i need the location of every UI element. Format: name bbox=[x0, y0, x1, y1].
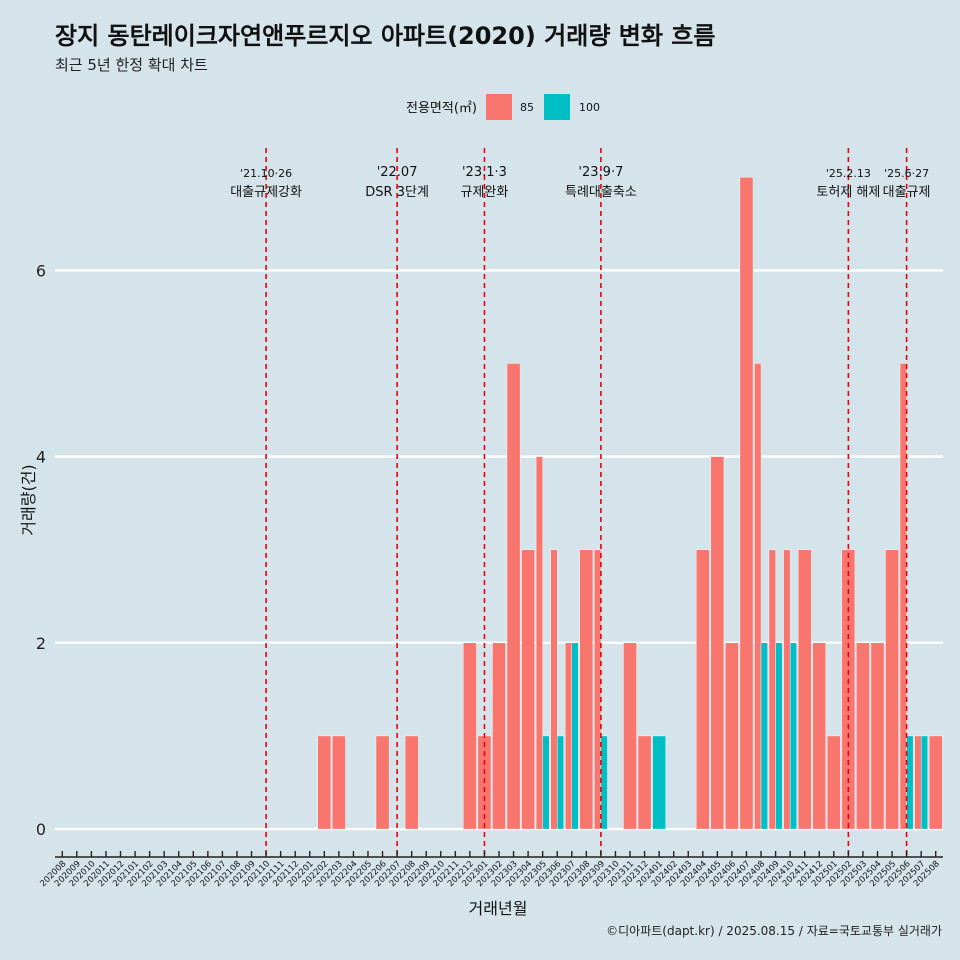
event-date-label: '21.10·26 bbox=[240, 167, 292, 180]
bar-85-202208 bbox=[404, 735, 419, 830]
event-text-label: DSR 3단계 bbox=[365, 185, 429, 200]
bar-85-202212 bbox=[463, 642, 477, 830]
bar-100-202401 bbox=[652, 735, 666, 830]
event-date-label: '22.07 bbox=[377, 165, 418, 180]
bar-100-202408 bbox=[760, 642, 768, 830]
y-tick-label: 0 bbox=[36, 820, 46, 839]
chart-subtitle: 최근 5년 한정 확대 차트 bbox=[55, 56, 208, 74]
bar-85-202507 bbox=[914, 735, 922, 830]
y-axis: 0 2 4 6 bbox=[36, 261, 46, 839]
y-tick-label: 4 bbox=[36, 448, 46, 467]
legend-label-85: 85 bbox=[520, 101, 534, 114]
bar-85-202508 bbox=[928, 735, 943, 830]
bar-85-202309 bbox=[594, 549, 602, 830]
bar-85-202505 bbox=[885, 549, 899, 830]
y-tick-label: 2 bbox=[36, 634, 46, 653]
event-lines: '21.10·26 대출규제강화 '22.07 DSR 3단계 '23.1·3 규제완화 '… bbox=[230, 148, 931, 857]
bar-100-202410 bbox=[789, 642, 797, 830]
bar-85-202307 bbox=[565, 642, 572, 830]
bars bbox=[317, 177, 943, 830]
bar-100-202306 bbox=[557, 735, 564, 830]
legend-title: 전용면적(㎡) bbox=[406, 101, 477, 116]
legend: 전용면적(㎡) 85 100 bbox=[406, 94, 600, 120]
event-date-label: '23.9·7 bbox=[578, 165, 623, 180]
bar-100-202506 bbox=[906, 735, 914, 830]
bar-85-202412 bbox=[812, 642, 827, 830]
bar-85-202311 bbox=[623, 642, 637, 830]
bar-100-202309 bbox=[600, 735, 608, 830]
bar-85-202202 bbox=[317, 735, 332, 830]
bar-85-202410 bbox=[783, 549, 791, 830]
bar-85-202504 bbox=[870, 642, 885, 830]
bar-100-202307 bbox=[571, 642, 579, 830]
y-tick-label: 6 bbox=[36, 261, 46, 280]
x-axis: 2020082020092020102020112020122021012021… bbox=[38, 851, 943, 889]
x-axis-label: 거래년월 bbox=[469, 899, 528, 918]
bar-85-202305 bbox=[535, 456, 543, 830]
event-text-label: 대출규제 bbox=[883, 185, 931, 200]
event-text-label: 특례대출축소 bbox=[565, 185, 637, 200]
bar-85-202406 bbox=[725, 642, 739, 830]
chart-title: 장지 동탄레이크자연앤푸르지오 아파트(2020) 거래량 변화 흐름 bbox=[55, 22, 716, 50]
bar-100-202409 bbox=[775, 642, 783, 830]
bar-85-202404 bbox=[696, 549, 710, 830]
bar-85-202407 bbox=[739, 177, 754, 830]
y-axis-label: 거래량(건) bbox=[19, 464, 38, 535]
bar-85-202308 bbox=[579, 549, 594, 830]
bar-85-202304 bbox=[521, 549, 535, 830]
event-date-label: '25.6·27 bbox=[884, 167, 929, 180]
bar-85-202408 bbox=[754, 363, 762, 830]
bar-85-202506 bbox=[899, 363, 907, 830]
bar-85-202303 bbox=[506, 363, 521, 830]
bar-85-202312 bbox=[637, 735, 652, 830]
bar-85-202409 bbox=[768, 549, 776, 830]
bar-85-202411 bbox=[797, 549, 812, 830]
bar-85-202501 bbox=[827, 735, 841, 830]
event-text-label: 규제완화 bbox=[461, 185, 509, 200]
bar-85-202206 bbox=[375, 735, 390, 830]
bar-85-202306 bbox=[550, 549, 558, 830]
bar-85-202405 bbox=[710, 456, 725, 830]
event-date-label: '23.1·3 bbox=[462, 165, 507, 180]
legend-swatch-85 bbox=[486, 94, 512, 120]
bar-85-202503 bbox=[856, 642, 870, 830]
legend-label-100: 100 bbox=[579, 101, 600, 114]
bar-85-202203 bbox=[332, 735, 346, 830]
bar-100-202507 bbox=[920, 735, 928, 830]
event-date-label: '25.2.13 bbox=[826, 167, 871, 180]
bar-85-202302 bbox=[492, 642, 506, 830]
legend-swatch-100 bbox=[544, 94, 570, 120]
source-caption: ©디아파트(dapt.kr) / 2025.08.15 / 자료=국토교통부 실… bbox=[606, 924, 942, 938]
event-text-label: 대출규제강화 bbox=[230, 185, 302, 200]
event-text-label: 토허제 해제 bbox=[816, 185, 880, 200]
bar-100-202305 bbox=[542, 735, 550, 830]
